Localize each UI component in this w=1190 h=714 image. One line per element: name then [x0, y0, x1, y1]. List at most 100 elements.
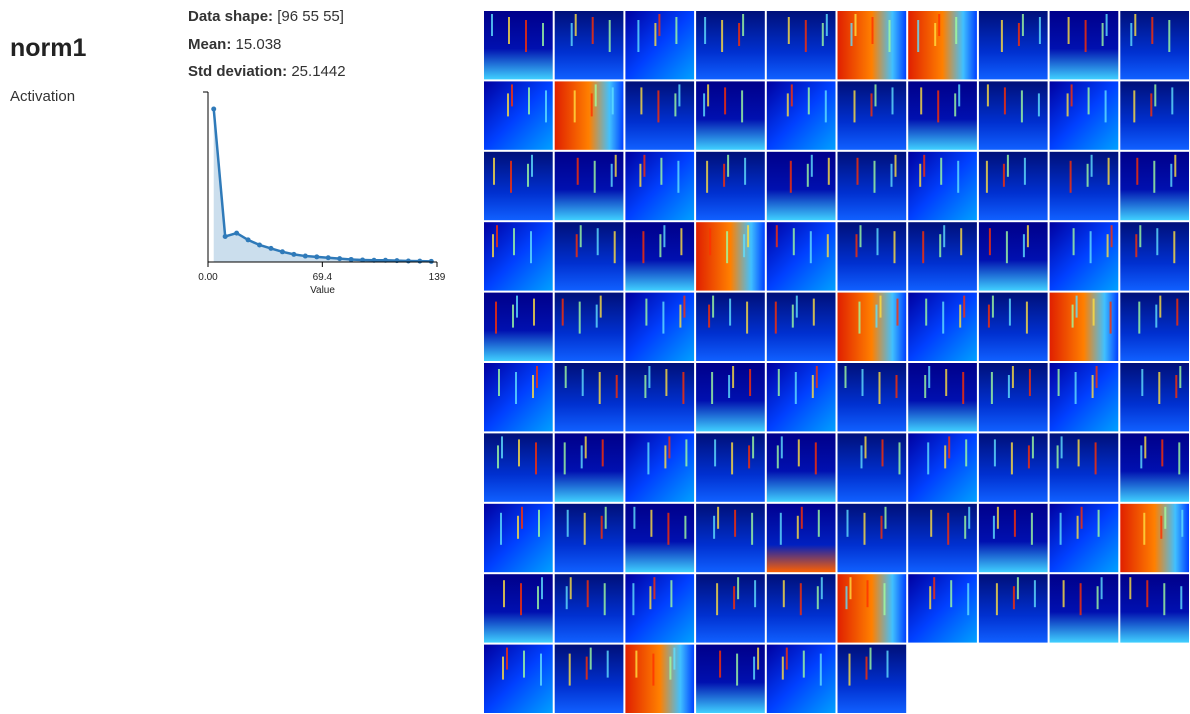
feature-map: [484, 645, 553, 713]
stat-std: Std deviation: 25.1442: [188, 63, 346, 80]
feature-streak: [566, 586, 568, 609]
stat-label: Data shape:: [188, 8, 273, 25]
feature-streak: [650, 510, 652, 537]
x-tick-label: 69.4: [313, 272, 333, 283]
point: [257, 243, 262, 248]
feature-streak: [491, 14, 493, 36]
feature-streak: [670, 580, 672, 607]
feature-streak: [645, 299, 647, 326]
point: [211, 107, 216, 112]
feature-streak: [503, 580, 505, 607]
feature-streak: [1140, 445, 1142, 468]
feature-streak: [663, 225, 665, 247]
feature-map: [1120, 504, 1189, 572]
point: [291, 252, 296, 257]
feature-streak: [660, 158, 662, 185]
feature-streak: [643, 155, 645, 177]
feature-streak: [997, 507, 999, 529]
feature-streak: [959, 305, 961, 328]
feature-streak: [719, 651, 721, 678]
feature-map: [484, 363, 553, 431]
feature-streak: [644, 375, 646, 398]
feature-streak: [749, 369, 751, 396]
feature-streak: [812, 375, 814, 398]
feature-streak: [496, 225, 498, 247]
feature-streak: [635, 651, 637, 678]
feature-streak: [704, 17, 706, 44]
feature-streak: [714, 439, 716, 466]
feature-streak: [811, 155, 813, 177]
feature-streak: [1173, 231, 1175, 263]
feature-streak: [872, 17, 874, 44]
feature-streak: [614, 231, 616, 263]
feature-streak: [826, 14, 828, 36]
feature-map: [555, 504, 624, 572]
feature-map: [1120, 222, 1189, 290]
feature-streak: [1111, 225, 1113, 247]
feature-streak: [1038, 93, 1040, 116]
feature-streak: [582, 369, 584, 396]
feature-streak: [1023, 234, 1025, 257]
feature-streak: [612, 87, 614, 114]
feature-streak: [757, 648, 759, 670]
feature-map: [625, 504, 694, 572]
feature-streak: [590, 648, 592, 670]
feature-map: [555, 222, 624, 290]
feature-streak: [518, 439, 520, 466]
feature-streak: [571, 23, 573, 46]
feature-streak: [1039, 17, 1041, 44]
feature-streak: [805, 20, 807, 52]
feature-streak: [584, 513, 586, 545]
feature-streak: [777, 445, 779, 468]
feature-streak: [1061, 436, 1063, 458]
feature-streak: [875, 84, 877, 106]
feature-streak: [1078, 439, 1080, 466]
feature-streak: [673, 648, 675, 670]
feature-streak: [880, 296, 882, 318]
feature-streak: [600, 296, 602, 318]
feature-streak: [782, 657, 784, 680]
feature-streak: [684, 516, 686, 539]
feature-streak: [930, 510, 932, 537]
feature-streak: [633, 507, 635, 529]
feature-streak: [1102, 23, 1104, 46]
feature-map: [979, 11, 1048, 79]
feature-streak: [1180, 586, 1182, 609]
feature-streak: [569, 654, 571, 686]
feature-streak: [508, 17, 510, 44]
feature-streak: [963, 296, 965, 318]
feature-streak: [602, 439, 604, 466]
feature-streak: [1110, 302, 1112, 334]
feature-map: [555, 645, 624, 713]
feature-streak: [821, 577, 823, 599]
feature-streak: [604, 583, 606, 615]
feature-streak: [928, 366, 930, 388]
feature-streak: [846, 586, 848, 609]
feature-streak: [1013, 586, 1015, 609]
feature-streak: [1029, 369, 1031, 396]
feature-streak: [639, 164, 641, 187]
feature-streak: [1134, 14, 1136, 36]
feature-streak: [747, 225, 749, 247]
feature-streak: [1076, 296, 1078, 318]
feature-streak: [882, 439, 884, 466]
point: [337, 256, 342, 261]
feature-streak: [1024, 158, 1026, 185]
feature-streak: [601, 516, 603, 539]
x-tick-label: 0.00: [198, 272, 218, 283]
feature-streak: [640, 87, 642, 114]
feature-streak: [937, 90, 939, 122]
feature-streak: [727, 155, 729, 177]
feature-streak: [920, 87, 922, 114]
feature-streak: [669, 657, 671, 680]
feature-streak: [945, 369, 947, 396]
feature-streak: [938, 14, 940, 36]
feature-streak: [616, 375, 618, 398]
feature-streak: [1081, 507, 1083, 529]
feature-streak: [1058, 369, 1060, 396]
layer-kind: Activation: [10, 88, 75, 105]
feature-streak: [1135, 234, 1137, 257]
feature-streak: [538, 510, 540, 537]
feature-streak: [615, 155, 617, 177]
stat-value: 25.1442: [291, 63, 345, 80]
